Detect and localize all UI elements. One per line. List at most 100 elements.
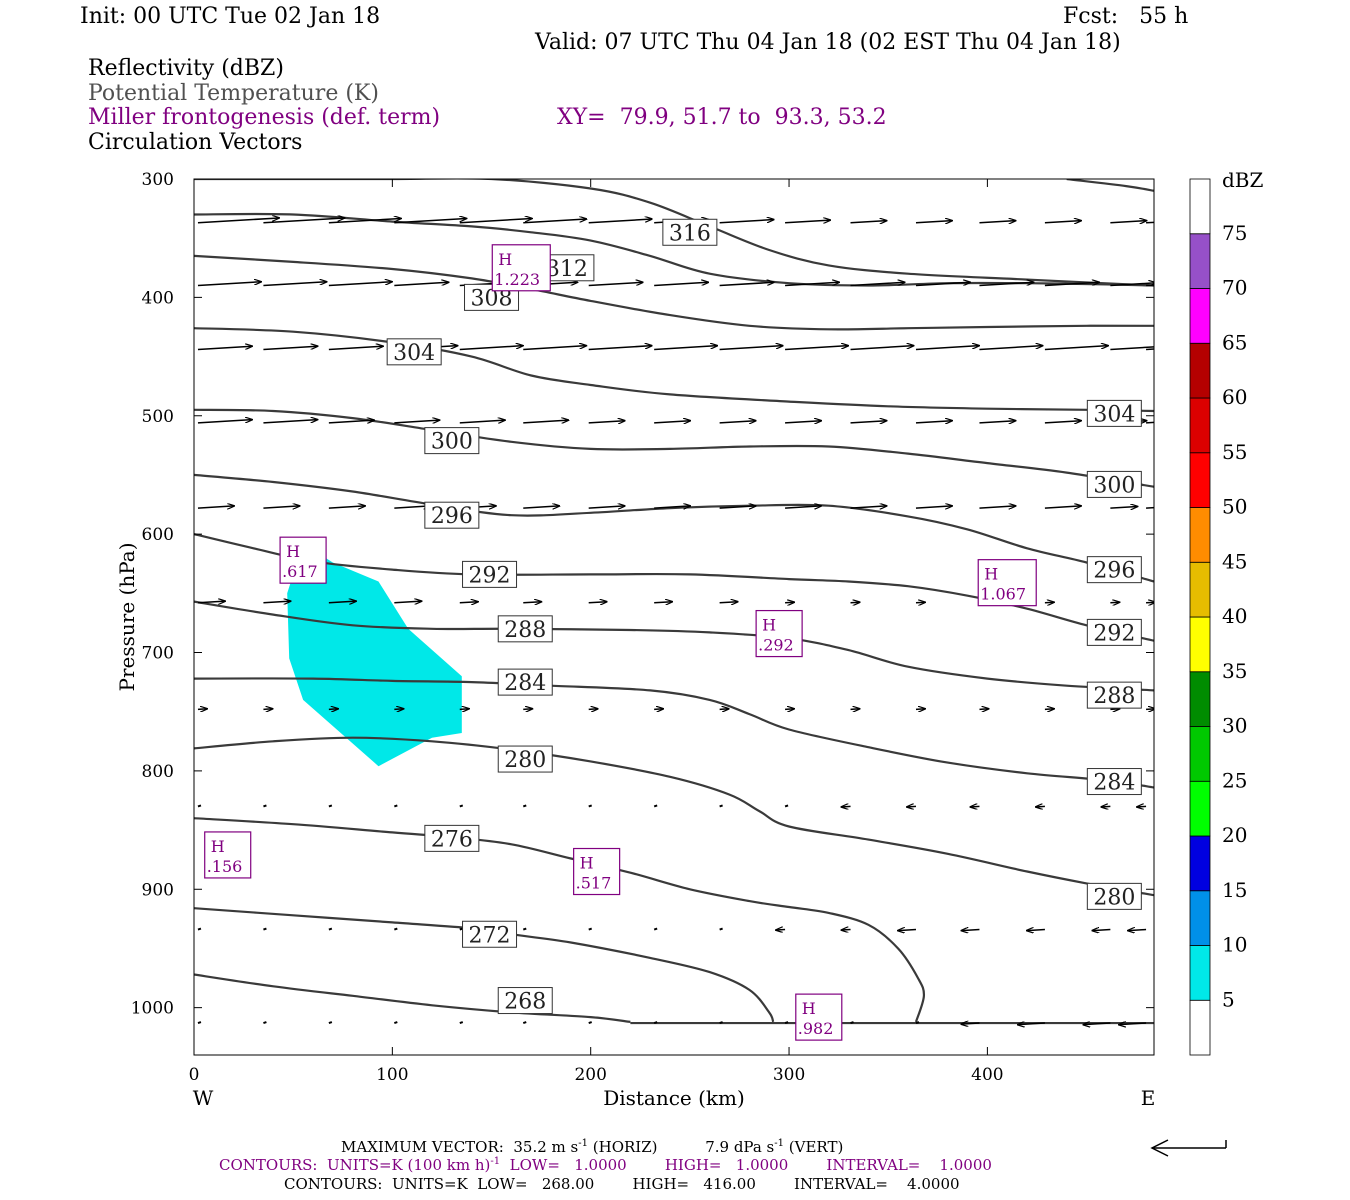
max-vector-line: MAXIMUM VECTOR: 35.2 m s-1 (HORIZ) 7.9 d…: [341, 1138, 843, 1156]
vector-arrow: [907, 806, 917, 807]
vector-arrow: [979, 282, 1033, 287]
theta-contour-304: [194, 327, 1154, 413]
max-vector-horiz: 35.2 m s: [513, 1138, 579, 1156]
vert-unit: (VERT): [788, 1138, 844, 1156]
theta-label-box: [1086, 768, 1142, 796]
contours-theta-line: CONTOURS: UNITS=K LOW= 268.00 HIGH= 416.…: [284, 1175, 960, 1193]
vector-arrow: [1110, 709, 1119, 710]
vector-dot: [522, 1021, 527, 1024]
frontogenesis-max-symbol: H: [211, 837, 225, 856]
theta-label-box: [1086, 470, 1142, 498]
theta-label-box: [497, 745, 553, 773]
field-reflectivity: Reflectivity (dBZ): [88, 56, 284, 81]
vector-dot: [522, 927, 527, 931]
vector-arrow: [719, 421, 756, 423]
colorbar-level-60: 60: [1222, 385, 1247, 409]
theta-contour-284: [194, 677, 1154, 789]
vector-arrow: [979, 506, 1015, 508]
vector-arrow: [588, 346, 652, 351]
vector-arrow: [263, 420, 317, 424]
vector-arrow: [719, 346, 783, 351]
vector-arrow: [785, 220, 830, 224]
theta-label-box: [1086, 681, 1142, 709]
vector-arrow: [785, 421, 821, 423]
frontogenesis-max-value: .292: [758, 636, 794, 655]
theta-label-292: 292: [469, 563, 511, 588]
vector-arrow: [850, 221, 887, 223]
vector-dot: [328, 1021, 333, 1024]
vector-arrow: [588, 282, 643, 287]
vector-arrow: [394, 218, 466, 224]
vector-arrow: [961, 1023, 980, 1024]
vector-dot: [394, 927, 398, 931]
theta-label-box: [462, 920, 518, 948]
theta-contour-296: [194, 473, 1154, 583]
colorbar-segment: [1189, 726, 1211, 782]
vector-arrow: [328, 709, 338, 710]
vector-dot: [394, 1021, 398, 1024]
x-tick-label: 200: [574, 1065, 606, 1085]
theta-contour-292: [194, 533, 1154, 642]
vector-arrow: [394, 420, 439, 424]
vector-arrow: [785, 709, 794, 710]
valid-time: Valid: 07 UTC Thu 04 Jan 18 (02 EST Thu …: [535, 30, 1121, 55]
plot-frame: [193, 178, 1155, 1056]
colorbar-level-50: 50: [1222, 495, 1247, 519]
vector-dot: [719, 1021, 723, 1024]
vector-arrow: [1137, 806, 1147, 807]
frontogenesis-max-symbol: H: [580, 854, 594, 873]
vector-dot: [328, 927, 333, 931]
theta-label-box: [424, 501, 480, 529]
vector-arrow: [915, 602, 925, 603]
x-tick-label: 400: [971, 1065, 1003, 1085]
vector-arrow: [197, 709, 207, 710]
colorbar-segment: [1189, 397, 1211, 454]
vector-arrow: [328, 218, 401, 224]
vector-arrow: [459, 420, 505, 424]
theta-label-280: 280: [504, 748, 546, 773]
vector-dot: [197, 804, 202, 808]
colorbar-segment: [1189, 288, 1211, 344]
vector-arrow: [1110, 221, 1146, 223]
colorbar-level-40: 40: [1222, 604, 1247, 628]
x-tick-label: 0: [189, 1065, 200, 1085]
vector-arrow: [654, 421, 690, 423]
y-tick-label: 1000: [131, 999, 174, 1019]
theta-label-box: [462, 560, 518, 588]
theta-label-300: 300: [431, 430, 473, 455]
theta-contour-276: [194, 817, 926, 1023]
west-end-label: W: [193, 1086, 214, 1110]
colorbar-segment: [1189, 452, 1211, 508]
vector-arrow: [1092, 930, 1111, 931]
vector-arrow: [523, 709, 532, 710]
vector-arrow: [915, 421, 952, 423]
forecast-hour: Fcst: 55 h: [1063, 4, 1189, 29]
vector-arrow: [850, 709, 860, 710]
colorbar-level-5: 5: [1222, 987, 1235, 1011]
theta-contour-320: [1066, 179, 1154, 192]
x-tick-label: 100: [376, 1065, 408, 1085]
theta-contour-308: [194, 254, 1154, 331]
vector-arrow: [654, 709, 663, 710]
theta-label-288: 288: [504, 618, 546, 643]
colorbar-segment: [1189, 507, 1211, 563]
theta-contour-300: [194, 408, 1154, 488]
vector-arrow: [459, 218, 532, 224]
vector-arrow: [394, 282, 448, 287]
vector-arrow: [915, 221, 952, 223]
vector-dot: [915, 1021, 920, 1024]
vector-arrow: [961, 930, 980, 931]
frontogenesis-max-value: 1.223: [494, 270, 540, 289]
east-end-label: E: [1141, 1086, 1156, 1110]
theta-label-276: 276: [431, 827, 473, 852]
theta-label-box: [497, 668, 553, 696]
vector-arrow: [850, 346, 914, 351]
vector-arrow: [197, 420, 252, 424]
vector-dot: [653, 1021, 658, 1024]
vert-exponent: -1: [774, 1138, 785, 1149]
vector-arrow: [719, 282, 774, 287]
colorbar-level-35: 35: [1222, 659, 1247, 683]
y-tick-label: 300: [142, 170, 174, 190]
vector-arrow: [979, 421, 1015, 423]
y-tick-label: 400: [142, 288, 174, 308]
